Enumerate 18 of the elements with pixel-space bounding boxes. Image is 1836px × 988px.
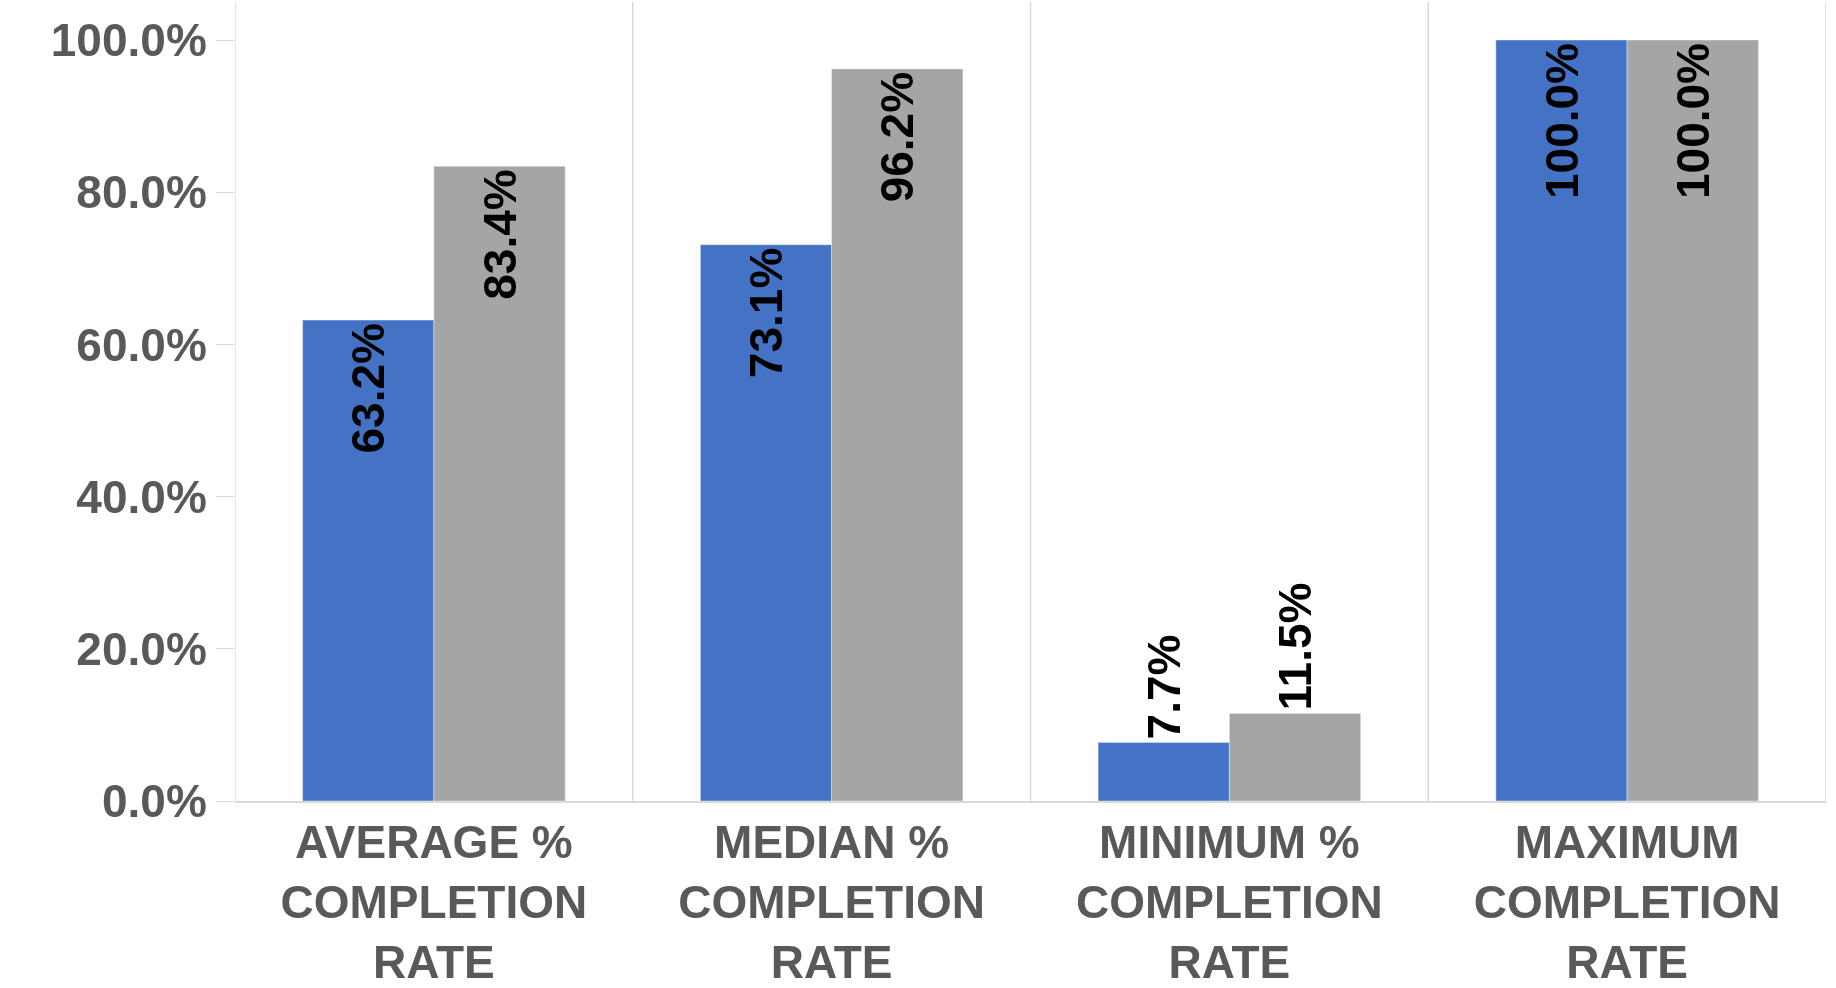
y-tick-label: 20.0% [76,622,207,675]
x-tick-label: AVERAGE % COMPLETION RATE [280,816,588,988]
text: 83.4% [473,169,526,300]
y-tick-label: 100.0% [50,14,207,67]
x-tick-label: MEDIAN % COMPLETION RATE [678,816,985,988]
y-tick-label: 40.0% [76,470,207,523]
text: 7.7% [1137,634,1190,740]
y-tick-label: 0.0% [101,775,207,828]
x-tick-label: MAXIMUM COMPLETION RATE [1473,816,1781,988]
text: 73.1% [740,247,792,379]
text: 96.2% [871,71,924,203]
text: 11.5% [1269,582,1322,711]
text: 63.2% [342,323,395,454]
text: 100.0% [1666,43,1719,200]
text: 100.0% [1535,43,1588,200]
x-tick-label: MINIMUM % COMPLETION RATE [1076,816,1383,988]
y-tick-label: 60.0% [76,318,207,371]
y-tick-label: 80.0% [76,166,207,219]
